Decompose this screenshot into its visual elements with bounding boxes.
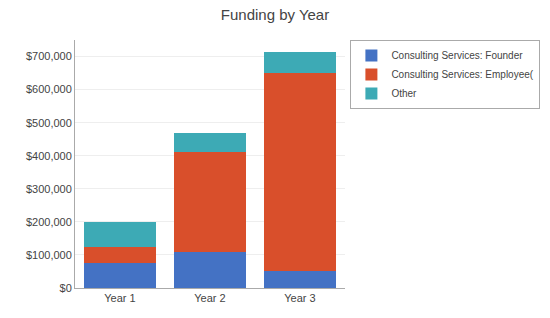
svg-text:Consulting Services: Employee(: Consulting Services: Employee( [391, 69, 533, 80]
svg-text:$0: $0 [60, 282, 72, 294]
svg-text:$300,000: $300,000 [26, 183, 72, 195]
svg-text:Other: Other [391, 88, 417, 99]
svg-text:$700,000: $700,000 [26, 50, 72, 62]
svg-text:Year 1: Year 1 [104, 292, 135, 304]
svg-text:$500,000: $500,000 [26, 117, 72, 129]
svg-text:$100,000: $100,000 [26, 249, 72, 261]
svg-text:Funding by Year: Funding by Year [221, 6, 329, 23]
svg-text:Year 3: Year 3 [284, 292, 315, 304]
svg-text:$600,000: $600,000 [26, 83, 72, 95]
svg-text:Year 2: Year 2 [194, 292, 225, 304]
svg-text:Consulting Services: Founder: Consulting Services: Founder [391, 50, 523, 61]
svg-text:$400,000: $400,000 [26, 150, 72, 162]
svg-text:$200,000: $200,000 [26, 216, 72, 228]
